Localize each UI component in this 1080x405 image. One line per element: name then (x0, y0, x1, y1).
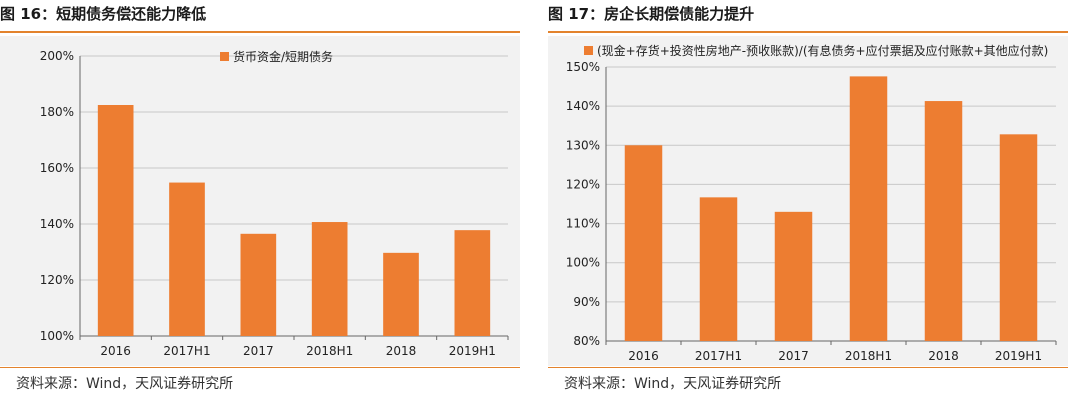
bar (924, 101, 963, 341)
y-tick-label: 110% (566, 217, 600, 231)
title-divider (0, 31, 520, 33)
y-tick-label: 90% (573, 295, 600, 309)
y-tick-label: 120% (40, 273, 74, 287)
bar (849, 76, 888, 341)
bar (240, 233, 277, 336)
x-tick-label: 2017 (243, 344, 274, 358)
bar (699, 197, 738, 341)
y-tick-label: 200% (40, 49, 74, 63)
x-tick-label: 2018H1 (845, 349, 892, 363)
bottom-divider (0, 367, 520, 368)
y-tick-label: 100% (566, 256, 600, 270)
y-tick-label: 140% (40, 217, 74, 231)
chart-legend: (现金+存货+投资性房地产-预收账款)/(有息债务+应付票据及应付账款+其他应付… (584, 42, 1048, 59)
bar (624, 145, 663, 341)
chart-title: 图 17：房企长期偿债能力提升 (548, 5, 755, 23)
bar (454, 230, 491, 336)
bar (999, 134, 1038, 341)
bar-chart: 80% 90% 100% 110% 120% 130% 140% 150% 2016 2017H1… (566, 60, 1057, 363)
chart-panel-left: 图 16：短期债务偿还能力降低 100% 120% 140% 160% 180% 200%… (0, 0, 532, 405)
chart-title: 图 16：短期债务偿还能力降低 (0, 5, 207, 23)
y-tick-label: 80% (573, 334, 600, 348)
legend-swatch (220, 52, 229, 61)
bar (97, 105, 134, 336)
source-note: 资料来源：Wind，天风证券研究所 (564, 376, 782, 392)
y-tick-label: 150% (566, 60, 600, 74)
y-tick-label: 180% (40, 105, 74, 119)
y-tick-label: 100% (40, 329, 74, 343)
source-note: 资料来源：Wind，天风证券研究所 (16, 376, 234, 392)
x-tick-label: 2018 (928, 349, 959, 363)
title-divider (548, 31, 1068, 33)
x-tick-label: 2016 (628, 349, 659, 363)
bottom-divider (548, 367, 1068, 368)
chart-panel-right: 图 17：房企长期偿债能力提升 80% 90% 100% 110% 120% 130% 14… (548, 0, 1080, 405)
x-tick-label: 2016 (100, 344, 131, 358)
x-tick-label: 2018H1 (306, 344, 353, 358)
x-tick-label: 2019H1 (449, 344, 496, 358)
bar (169, 182, 205, 336)
legend-label: 货币资金/短期债务 (233, 50, 334, 64)
x-tick-label: 2019H1 (995, 349, 1042, 363)
x-tick-label: 2017H1 (695, 349, 742, 363)
bar-chart: 100% 120% 140% 160% 180% 200% 2016 2017H1 2017 20… (40, 49, 509, 358)
x-tick-label: 2017H1 (163, 344, 210, 358)
y-tick-label: 120% (566, 177, 600, 191)
legend-label: (现金+存货+投资性房地产-预收账款)/(有息债务+应付票据及应付账款+其他应付… (597, 44, 1049, 58)
chart-legend: 货币资金/短期债务 (220, 48, 333, 65)
bar (774, 211, 813, 341)
y-tick-label: 130% (566, 138, 600, 152)
bar (311, 222, 348, 336)
y-tick-label: 160% (40, 161, 74, 175)
legend-swatch (584, 46, 593, 55)
y-tick-label: 140% (566, 99, 600, 113)
bar (383, 252, 419, 336)
x-tick-label: 2017 (778, 349, 809, 363)
x-tick-label: 2018 (386, 344, 417, 358)
